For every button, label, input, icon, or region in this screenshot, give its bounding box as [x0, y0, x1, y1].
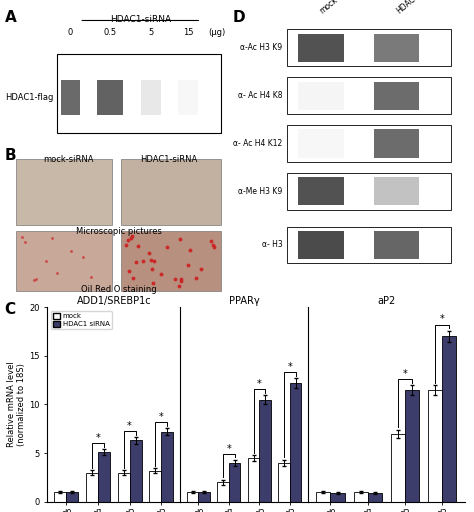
Bar [299, 231, 344, 259]
Text: *: * [127, 421, 132, 431]
Text: A: A [5, 10, 17, 25]
Bar [16, 231, 112, 291]
Bar [187, 492, 199, 502]
Y-axis label: Relative mRNA level
(normalized to 18S): Relative mRNA level (normalized to 18S) [7, 361, 27, 447]
Bar [374, 81, 419, 110]
Text: α-Ac H3 K9: α-Ac H3 K9 [240, 43, 283, 52]
Text: 5: 5 [148, 28, 154, 37]
Text: *: * [159, 412, 164, 422]
Bar [391, 434, 405, 502]
Text: *: * [402, 369, 407, 379]
Title: aP2: aP2 [377, 296, 395, 306]
Text: *: * [257, 379, 262, 389]
Bar [287, 29, 451, 66]
Bar [121, 159, 221, 225]
Text: Microscopic pictures: Microscopic pictures [75, 227, 162, 236]
Bar [229, 463, 240, 502]
Text: *: * [96, 433, 100, 443]
Title: ADD1/SREBP1c: ADD1/SREBP1c [76, 296, 151, 306]
Bar [217, 482, 229, 502]
Bar [299, 81, 344, 110]
Text: α-Me H3 K9: α-Me H3 K9 [238, 187, 283, 196]
Bar [330, 493, 345, 502]
Text: HDAC1-siRNA: HDAC1-siRNA [110, 15, 171, 25]
Text: *: * [287, 362, 292, 372]
Bar [121, 231, 221, 291]
Bar [16, 159, 112, 225]
Bar [118, 473, 129, 502]
Bar [374, 177, 419, 205]
Bar [178, 79, 198, 115]
Text: mock-siRNA: mock-siRNA [318, 0, 359, 15]
Bar [290, 383, 301, 502]
Bar [299, 34, 344, 62]
Text: HDAC1-siRNA: HDAC1-siRNA [395, 0, 441, 15]
Bar [299, 130, 344, 158]
Bar [299, 177, 344, 205]
Bar [368, 493, 382, 502]
Bar [316, 492, 330, 502]
Title: PPARγ: PPARγ [229, 296, 259, 306]
Bar [428, 390, 442, 502]
Bar [199, 492, 210, 502]
Text: α- H3: α- H3 [262, 240, 283, 249]
Bar [374, 231, 419, 259]
Bar [129, 440, 142, 502]
Bar [374, 130, 419, 158]
Text: 15: 15 [183, 28, 193, 37]
Text: mock-siRNA: mock-siRNA [43, 155, 93, 164]
Text: Oil Red O staining: Oil Red O staining [81, 285, 156, 294]
Bar [57, 54, 221, 133]
Bar [66, 492, 78, 502]
Legend: mock, HDAC1 siRNA: mock, HDAC1 siRNA [51, 311, 112, 330]
Bar [149, 471, 161, 502]
Text: 0: 0 [68, 28, 73, 37]
Bar [61, 79, 81, 115]
Bar [161, 432, 173, 502]
Text: C: C [5, 302, 16, 317]
Bar [442, 336, 456, 502]
Text: HDAC1-siRNA: HDAC1-siRNA [140, 155, 197, 164]
Bar [86, 473, 98, 502]
Bar [97, 79, 123, 115]
Bar [259, 399, 271, 502]
Bar [287, 173, 451, 210]
Text: B: B [5, 148, 17, 163]
Bar [374, 34, 419, 62]
Bar [287, 125, 451, 162]
Bar [287, 77, 451, 114]
Bar [354, 492, 368, 502]
Bar [248, 458, 259, 502]
Bar [278, 463, 290, 502]
Text: *: * [440, 314, 445, 324]
Text: 0.5: 0.5 [103, 28, 116, 37]
Text: HDAC1-flag: HDAC1-flag [5, 93, 53, 102]
Text: (μg): (μg) [208, 28, 225, 37]
Bar [287, 226, 451, 263]
Bar [98, 452, 110, 502]
Text: α- Ac H4 K12: α- Ac H4 K12 [233, 139, 283, 148]
Bar [405, 390, 419, 502]
Text: α- Ac H4 K8: α- Ac H4 K8 [238, 91, 283, 100]
Bar [141, 79, 161, 115]
Text: D: D [232, 10, 245, 25]
Bar [55, 492, 66, 502]
Text: *: * [227, 443, 231, 454]
